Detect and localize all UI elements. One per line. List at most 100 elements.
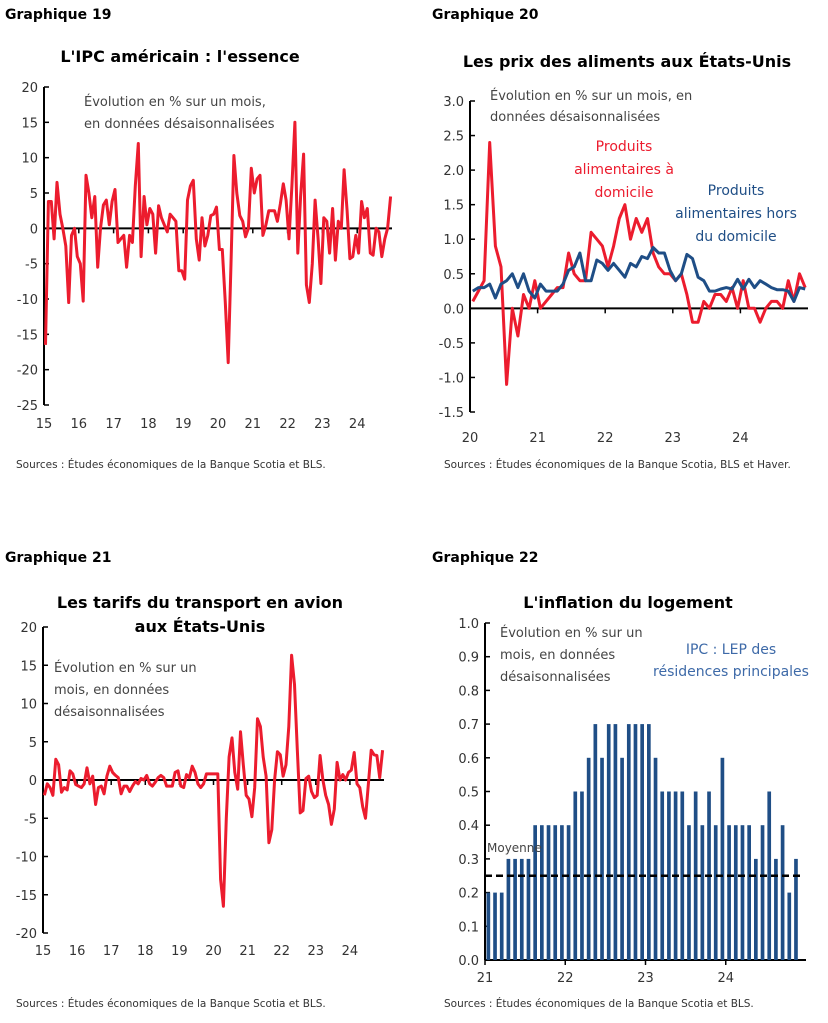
bar <box>653 757 658 960</box>
chart-number: Graphique 22 <box>432 550 538 566</box>
chart-title: Les prix des aliments aux États-Unis <box>463 52 791 71</box>
y-tick-label: 0.4 <box>458 819 479 834</box>
y-tick-label: 5 <box>30 187 38 202</box>
chart-source: Sources : Études économiques de la Banqu… <box>16 458 326 471</box>
y-tick-label: 10 <box>21 152 38 167</box>
y-tick-label: -1.0 <box>439 371 464 386</box>
chart-note: mois, en données <box>54 683 169 698</box>
x-tick-label: 23 <box>637 971 654 986</box>
chart-source: Sources : Études économiques de la Banqu… <box>444 458 791 471</box>
bar <box>613 724 618 960</box>
chart-number: Graphique 21 <box>5 550 111 566</box>
x-tick-label: 20 <box>205 944 222 959</box>
x-tick-label: 21 <box>477 971 494 986</box>
chart-source: Sources : Études économiques de la Banqu… <box>444 997 754 1010</box>
bar <box>533 825 537 960</box>
x-tick-label: 24 <box>342 944 359 959</box>
series-label: Produits <box>596 139 653 155</box>
y-tick-label: -10 <box>17 293 38 308</box>
chart-22: Graphique 22 L'inflation du logement Évolu… <box>432 550 809 1010</box>
series-line <box>42 653 385 908</box>
bar <box>687 825 691 960</box>
y-tick-label: 0 <box>29 774 37 789</box>
chart-title: Les tarifs du transport en avion <box>57 593 343 612</box>
y-tick-label: 0.1 <box>458 920 479 935</box>
x-tick-label: 16 <box>69 944 86 959</box>
x-tick-label: 21 <box>245 417 262 432</box>
chart-note: Évolution en % sur un mois, en <box>490 88 692 104</box>
series-line <box>472 246 806 303</box>
chart-note: désaisonnalisées <box>500 670 611 685</box>
chart-title: L'IPC américain : l'essence <box>60 47 299 66</box>
y-tick-label: 0.9 <box>458 651 479 666</box>
x-tick-label: 24 <box>349 417 366 432</box>
bar <box>553 825 558 960</box>
bar <box>754 858 758 960</box>
x-tick-label: 20 <box>462 431 479 446</box>
x-tick-label: 24 <box>717 971 734 986</box>
y-tick-label: 1.5 <box>443 199 464 214</box>
bar <box>540 825 544 960</box>
chart-number: Graphique 20 <box>432 7 539 23</box>
series-label: IPC : LEP des <box>686 642 776 658</box>
chart-note: Évolution en % sur un mois, <box>84 94 266 110</box>
bar <box>747 825 751 960</box>
y-tick-label: -10 <box>16 851 37 866</box>
x-tick-label: 18 <box>137 944 154 959</box>
bar <box>566 825 571 960</box>
average-label: Moyenne <box>487 841 542 855</box>
bar <box>740 825 745 960</box>
y-tick-label: 0.5 <box>443 268 464 283</box>
y-tick-label: 0 <box>30 222 38 237</box>
y-tick-label: 2.5 <box>443 130 464 145</box>
y-tick-label: 0.5 <box>458 786 479 801</box>
x-tick-label: 21 <box>529 431 546 446</box>
x-tick-label: 19 <box>175 417 192 432</box>
y-tick-label: 3.0 <box>443 95 464 110</box>
y-tick-label: 0.6 <box>458 752 479 767</box>
y-tick-label: -5 <box>25 258 38 273</box>
x-tick-label: 16 <box>71 417 88 432</box>
x-tick-label: 23 <box>665 431 682 446</box>
bar <box>586 757 591 960</box>
bar <box>767 791 772 960</box>
series-line <box>44 120 393 365</box>
bar <box>620 757 624 960</box>
bar <box>760 825 765 960</box>
y-tick-label: 0.8 <box>458 684 479 699</box>
y-tick-label: 15 <box>21 116 38 131</box>
bar <box>733 825 738 960</box>
chart-21: Graphique 21 Les tarifs du transport en a… <box>5 550 385 1010</box>
series-line <box>471 141 807 386</box>
bar <box>780 825 785 960</box>
bar <box>593 724 598 960</box>
chart-title: L'inflation du logement <box>523 593 733 612</box>
bar <box>640 724 644 960</box>
bar <box>794 858 798 960</box>
x-tick-label: 22 <box>273 944 290 959</box>
series-label: domicile <box>594 185 653 201</box>
bar <box>560 825 564 960</box>
series-label: Produits <box>708 183 765 199</box>
x-tick-label: 22 <box>279 417 296 432</box>
x-tick-label: 22 <box>557 971 574 986</box>
chart-note: mois, en données <box>500 648 615 663</box>
chart-note: désaisonnalisées <box>54 705 165 720</box>
bar <box>633 724 638 960</box>
x-tick-label: 17 <box>105 417 122 432</box>
y-tick-label: 20 <box>21 81 38 96</box>
bar <box>700 825 705 960</box>
bar <box>787 892 792 960</box>
bar <box>667 791 671 960</box>
bar <box>519 858 524 960</box>
bar <box>606 724 611 960</box>
bar <box>713 825 718 960</box>
bar <box>580 791 584 960</box>
series-label: alimentaires à <box>574 162 674 178</box>
x-tick-label: 23 <box>314 417 331 432</box>
chart-20: Graphique 20 Les prix des aliments aux Ét… <box>432 7 808 471</box>
y-tick-label: -15 <box>16 889 37 904</box>
x-tick-label: 23 <box>308 944 325 959</box>
y-tick-label: 1.0 <box>458 617 479 632</box>
bar <box>720 757 725 960</box>
